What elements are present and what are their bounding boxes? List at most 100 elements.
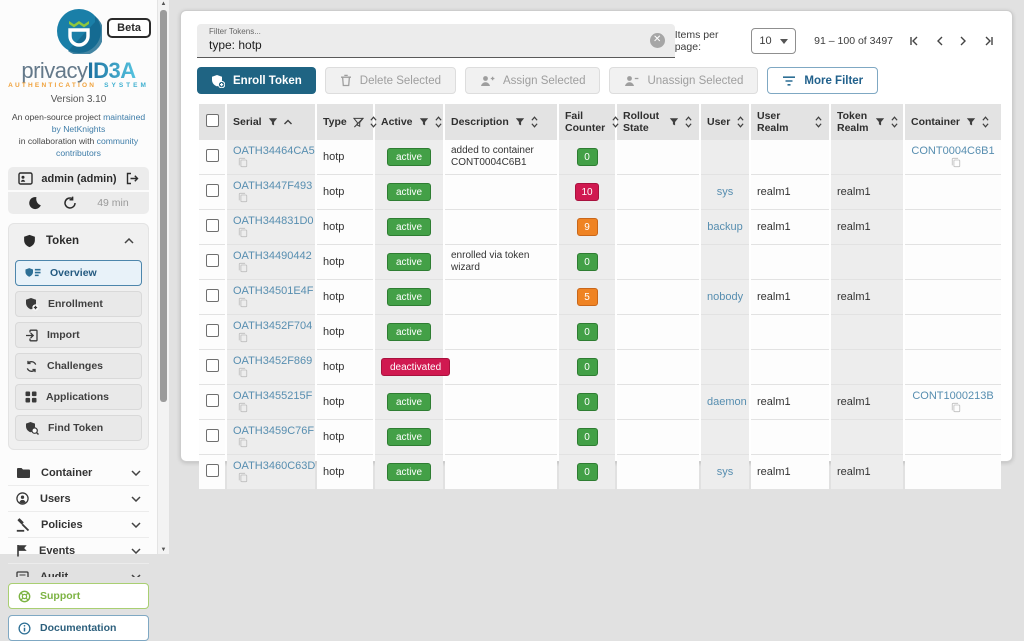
copy-icon[interactable] xyxy=(238,332,248,343)
sort-icon[interactable] xyxy=(611,115,620,129)
filter-icon[interactable] xyxy=(268,117,278,127)
chevron-down-icon[interactable] xyxy=(131,496,141,502)
items-per-page-select[interactable]: 10 xyxy=(750,28,797,54)
row-checkbox[interactable] xyxy=(205,184,219,197)
sort-icon[interactable] xyxy=(684,115,693,129)
sidebar-item-find-token[interactable]: Find Token xyxy=(15,415,142,442)
more-filter-button[interactable]: More Filter xyxy=(767,67,879,94)
community-link[interactable]: community contributors xyxy=(56,136,139,159)
filter-icon[interactable] xyxy=(515,117,525,127)
row-checkbox[interactable] xyxy=(205,429,219,442)
filter-active-icon[interactable] xyxy=(352,117,364,128)
sort-icon[interactable] xyxy=(434,115,443,129)
row-checkbox[interactable] xyxy=(205,219,219,232)
row-checkbox[interactable] xyxy=(205,394,219,407)
serial-link[interactable]: OATH3447F493 xyxy=(233,179,313,192)
copy-icon[interactable] xyxy=(238,472,248,483)
serial-link[interactable]: OATH3460C63D xyxy=(233,459,316,472)
sidebar-scrollbar[interactable]: ▲ ▼ xyxy=(157,0,169,554)
row-checkbox[interactable] xyxy=(205,359,219,372)
first-page-icon[interactable] xyxy=(909,36,919,46)
copy-icon[interactable] xyxy=(238,192,248,203)
clear-filter-icon[interactable]: ✕ xyxy=(649,33,665,48)
logout-icon[interactable] xyxy=(125,172,139,185)
assign-selected-button[interactable]: Assign Selected xyxy=(465,67,601,94)
filter-icon[interactable] xyxy=(419,117,429,127)
copy-icon[interactable] xyxy=(951,157,961,168)
scroll-up-arrow-icon[interactable]: ▲ xyxy=(160,1,167,7)
column-label: Active xyxy=(381,115,413,128)
sort-icon[interactable] xyxy=(530,115,539,129)
chevron-down-icon[interactable] xyxy=(131,548,141,554)
chevron-down-icon[interactable] xyxy=(131,522,141,528)
sort-icon[interactable] xyxy=(736,115,745,129)
sidebar-item-enrollment[interactable]: Enrollment xyxy=(15,291,142,318)
container-link[interactable]: CONT0004C6B1 xyxy=(911,144,995,157)
last-page-icon[interactable] xyxy=(984,36,994,46)
chevron-up-icon[interactable] xyxy=(124,238,134,244)
serial-link[interactable]: OATH34490442 xyxy=(233,249,312,262)
prev-page-icon[interactable] xyxy=(936,36,943,46)
row-checkbox[interactable] xyxy=(205,324,219,337)
support-button[interactable]: Support xyxy=(8,583,149,610)
chevron-down-icon[interactable] xyxy=(131,470,141,476)
user-link[interactable]: nobody xyxy=(707,291,744,303)
sort-icon[interactable] xyxy=(981,115,990,129)
row-checkbox[interactable] xyxy=(205,149,219,162)
scroll-down-arrow-icon[interactable]: ▼ xyxy=(160,547,167,553)
unassign-selected-button[interactable]: Unassign Selected xyxy=(609,67,759,94)
sort-icon[interactable] xyxy=(814,115,823,129)
user-link[interactable]: backup xyxy=(707,221,743,233)
documentation-button[interactable]: Documentation xyxy=(8,615,149,641)
filter-icon[interactable] xyxy=(966,117,976,127)
copy-icon[interactable] xyxy=(238,227,248,238)
enroll-token-button[interactable]: Enroll Token xyxy=(197,67,316,94)
copy-icon[interactable] xyxy=(238,262,248,273)
admin-row[interactable]: admin (admin) xyxy=(8,167,149,193)
copy-icon[interactable] xyxy=(238,437,248,448)
sort-asc-icon[interactable] xyxy=(283,118,293,126)
user-link[interactable]: sys xyxy=(716,186,734,198)
sidebar-item-overview[interactable]: Overview xyxy=(15,260,142,287)
sidebar-section-events[interactable]: Events xyxy=(8,538,149,565)
select-all-checkbox[interactable] xyxy=(205,113,219,127)
copy-icon[interactable] xyxy=(238,297,248,308)
serial-link[interactable]: OATH3455215F xyxy=(233,389,313,402)
container-link[interactable]: CONT1000213B xyxy=(912,389,994,402)
token-section-header[interactable]: Token xyxy=(15,230,142,255)
user-link[interactable]: sys xyxy=(716,466,734,478)
sidebar-section-container[interactable]: Container xyxy=(8,460,149,487)
refresh-session-icon[interactable] xyxy=(63,196,77,210)
serial-link[interactable]: OATH34464CA5 xyxy=(233,144,315,157)
next-page-icon[interactable] xyxy=(960,36,967,46)
filter-icon[interactable] xyxy=(875,117,885,127)
serial-link[interactable]: OATH34501E4F xyxy=(233,284,314,297)
delete-selected-button[interactable]: Delete Selected xyxy=(324,67,456,94)
sort-icon[interactable] xyxy=(369,115,378,129)
chevron-down-icon[interactable] xyxy=(131,574,141,578)
row-checkbox[interactable] xyxy=(205,254,219,267)
netknights-link[interactable]: maintained by NetKnights xyxy=(51,112,146,135)
row-checkbox[interactable] xyxy=(205,289,219,302)
sidebar-section-policies[interactable]: Policies xyxy=(8,512,149,539)
row-checkbox[interactable] xyxy=(205,464,219,477)
copy-icon[interactable] xyxy=(951,402,961,413)
sidebar-item-applications[interactable]: Applications xyxy=(15,384,142,411)
serial-link[interactable]: OATH3452F704 xyxy=(233,319,313,332)
sidebar-item-challenges[interactable]: Challenges xyxy=(15,353,142,380)
filter-icon[interactable] xyxy=(669,117,679,127)
user-link[interactable]: daemon xyxy=(707,396,747,408)
serial-link[interactable]: OATH3459C76F xyxy=(233,424,315,437)
copy-icon[interactable] xyxy=(238,157,248,168)
sort-icon[interactable] xyxy=(890,115,899,129)
serial-link[interactable]: OATH3452F869 xyxy=(233,354,313,367)
sidebar-item-import[interactable]: Import xyxy=(15,322,142,349)
scrollbar-thumb[interactable] xyxy=(160,10,167,402)
sidebar-section-users[interactable]: Users xyxy=(8,486,149,513)
copy-icon[interactable] xyxy=(238,402,248,413)
serial-link[interactable]: OATH344831D0 xyxy=(233,214,314,227)
dark-mode-icon[interactable] xyxy=(28,196,42,210)
copy-icon[interactable] xyxy=(238,367,248,378)
filter-tokens-input[interactable]: Filter Tokens... type: hotp ✕ xyxy=(197,24,675,58)
sidebar-section-audit[interactable]: Audit xyxy=(8,564,149,578)
